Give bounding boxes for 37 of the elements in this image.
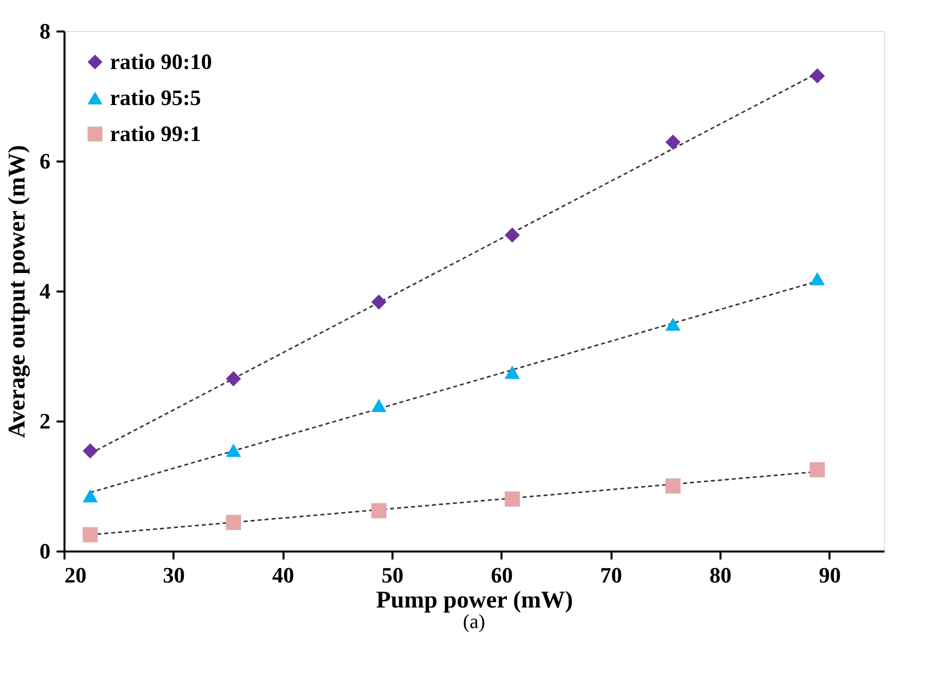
x-axis-title: Pump power (mW) — [376, 588, 573, 614]
point — [504, 491, 520, 507]
y-tick-label: 8 — [40, 18, 50, 44]
point — [371, 503, 386, 518]
y-axis-title: Average output power (mW) — [4, 144, 30, 438]
point — [226, 444, 242, 457]
x-tick-label: 20 — [64, 562, 86, 588]
point — [504, 366, 520, 379]
legend-label: ratio 95:5 — [110, 85, 202, 110]
x-tick-label: 90 — [818, 562, 841, 588]
y-tick-label: 4 — [40, 278, 50, 304]
point — [665, 478, 681, 494]
point — [371, 294, 386, 310]
point — [371, 398, 386, 412]
x-tick-label: 60 — [490, 562, 513, 588]
x-tick-label: 80 — [710, 562, 732, 588]
point — [504, 228, 520, 243]
point — [226, 371, 242, 386]
legend-label: ratio 90:10 — [110, 49, 212, 74]
point — [82, 443, 98, 458]
text: (a) — [462, 611, 486, 633]
x-tick-label: 70 — [600, 562, 622, 588]
x-tick-label: 50 — [382, 562, 404, 588]
y-tick-label: 0 — [40, 538, 50, 564]
y-tick-label: 2 — [40, 408, 50, 434]
point — [810, 68, 825, 84]
point — [82, 489, 98, 502]
x-tick-label: 30 — [162, 562, 185, 588]
x-tick-label: 40 — [272, 562, 294, 588]
y-tick-label: 6 — [40, 148, 50, 174]
point — [810, 462, 825, 478]
point — [226, 514, 242, 530]
point — [810, 272, 825, 286]
point — [82, 527, 98, 542]
point — [665, 134, 681, 150]
point — [665, 318, 681, 331]
legend-label: ratio 99:1 — [110, 121, 202, 146]
